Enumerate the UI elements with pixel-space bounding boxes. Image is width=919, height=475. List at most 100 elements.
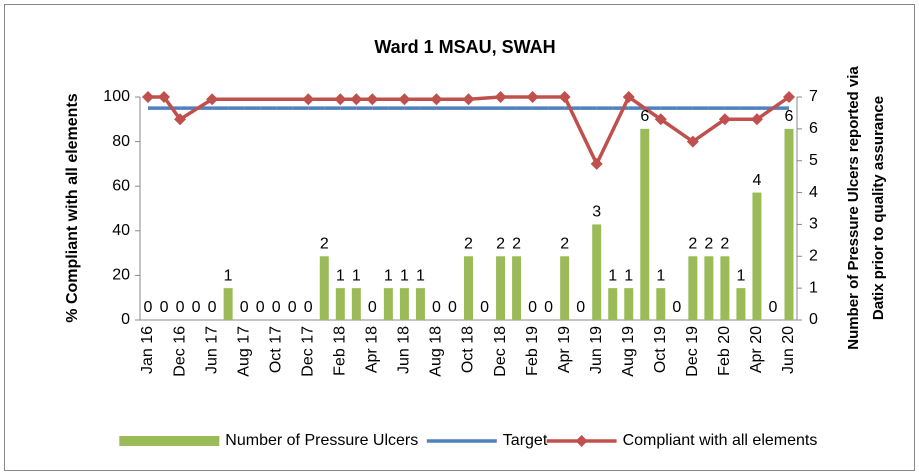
data-label: 0	[272, 299, 281, 316]
bar	[784, 128, 794, 320]
y2-axis-title: Number of Pressure Ulcers reported via	[845, 66, 862, 350]
x-tick-label: Feb 18	[332, 326, 349, 376]
y2-tick-label: 0	[809, 311, 818, 328]
x-tick-label: Feb 19	[524, 326, 541, 376]
line-marker	[158, 91, 171, 103]
y2-tick-label: 5	[809, 152, 818, 169]
data-label: 0	[480, 299, 489, 316]
y2-tick-label: 3	[809, 216, 818, 233]
legend-swatch	[119, 436, 220, 446]
line-marker	[430, 93, 443, 106]
bar	[319, 256, 329, 320]
y-tick-label: 80	[112, 133, 130, 150]
data-label: 0	[304, 299, 313, 316]
x-tick-label: Aug 17	[235, 326, 252, 377]
x-tick-label: Aug 18	[428, 326, 445, 377]
data-label: 0	[769, 299, 778, 316]
line-marker	[494, 91, 507, 103]
bar	[736, 288, 746, 320]
data-label: 1	[336, 267, 345, 284]
x-tick-label: Dec 19	[684, 326, 701, 377]
x-tick-label: Aug 19	[620, 326, 637, 377]
bar	[512, 256, 522, 320]
data-label: 2	[512, 236, 521, 253]
x-tick-label: Dec 18	[492, 326, 509, 377]
legend-label: Number of Pressure Ulcers	[225, 432, 418, 449]
x-tick-label: Oct 18	[460, 326, 477, 373]
x-tick-label: Dec 17	[299, 326, 316, 377]
data-label: 2	[320, 236, 329, 253]
y-tick-label: 40	[112, 222, 130, 239]
data-label: 1	[352, 267, 361, 284]
line-segment	[627, 95, 662, 121]
bar	[608, 288, 618, 320]
y-axis-title: % Compliant with all elements	[64, 93, 81, 322]
line-marker	[718, 113, 731, 126]
data-label: 2	[560, 236, 569, 253]
line-marker	[142, 91, 155, 103]
x-tick-label: Jun 17	[203, 326, 220, 374]
line-marker	[302, 93, 315, 106]
x-tick-label: Jun 20	[780, 326, 797, 374]
bar	[656, 288, 666, 320]
line-marker	[686, 135, 699, 148]
line-segment	[691, 117, 726, 144]
bar	[688, 256, 698, 320]
data-label: 0	[160, 299, 169, 316]
bar	[383, 288, 393, 320]
y2-tick-label: 1	[809, 279, 818, 296]
x-tick-label: Jun 18	[396, 326, 413, 374]
line-marker	[654, 113, 667, 126]
bar	[335, 288, 345, 320]
line-marker	[462, 93, 475, 106]
bar	[704, 256, 714, 320]
data-label: 1	[224, 267, 233, 284]
legend-marker	[575, 435, 588, 447]
bar	[560, 256, 570, 320]
data-label: 1	[624, 267, 633, 284]
x-tick-label: Oct 17	[267, 326, 284, 373]
chart-border	[4, 4, 915, 471]
line-segment	[563, 96, 599, 165]
data-label: 2	[464, 236, 473, 253]
bar	[720, 256, 730, 320]
data-label: 2	[688, 236, 697, 253]
line-segment	[162, 95, 182, 121]
y-tick-label: 100	[103, 88, 130, 105]
bar	[496, 256, 506, 320]
data-label: 6	[785, 108, 794, 125]
y2-axis-title: Datix prior to quality assurance	[870, 96, 887, 320]
data-label: 6	[640, 108, 649, 125]
data-label: 2	[704, 236, 713, 253]
legend-label: Target	[503, 432, 548, 449]
data-label: 1	[608, 267, 617, 284]
line-marker	[622, 91, 635, 103]
data-label: 0	[144, 299, 153, 316]
line-segment	[179, 97, 214, 121]
x-tick-label: Apr 20	[748, 326, 765, 373]
line-marker	[750, 113, 763, 126]
data-label: 0	[528, 299, 537, 316]
bar	[640, 128, 650, 320]
data-label: 0	[256, 299, 265, 316]
line-marker	[334, 93, 347, 106]
x-tick-label: Jan 16	[139, 326, 156, 374]
bar	[399, 288, 409, 320]
line-marker	[398, 93, 411, 106]
y2-tick-label: 4	[809, 184, 818, 201]
data-label: 2	[720, 236, 729, 253]
data-label: 0	[448, 299, 457, 316]
bar	[351, 288, 361, 320]
x-tick-label: Jun 19	[588, 326, 605, 374]
bar	[223, 288, 233, 320]
bar	[592, 224, 602, 320]
x-tick-label: Apr 18	[364, 326, 381, 373]
bar	[752, 192, 762, 320]
line-segment	[595, 96, 631, 165]
x-tick-label: Feb 20	[716, 326, 733, 376]
bar	[415, 288, 425, 320]
legend-label: Compliant with all elements	[623, 432, 818, 449]
chart-title: Ward 1 MSAU, SWAH	[374, 37, 555, 57]
y-tick-label: 60	[112, 177, 130, 194]
